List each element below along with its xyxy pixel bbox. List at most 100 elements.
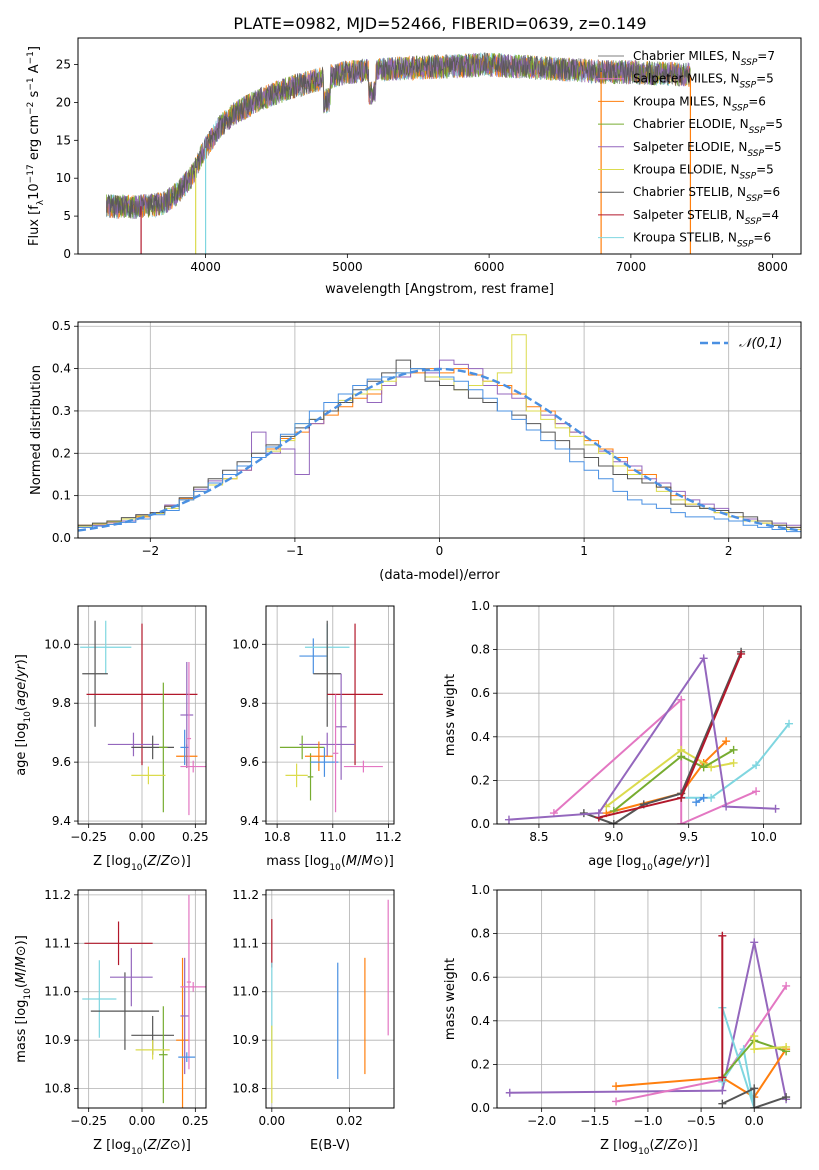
y-tick-label: 0.1 — [52, 489, 71, 503]
label-part: )] — [14, 935, 29, 945]
label-part: Z [log — [93, 1138, 131, 1153]
y-tick-label: 0.4 — [52, 362, 71, 376]
y-tick-label: 0.4 — [471, 730, 490, 744]
weight-marker — [594, 809, 603, 818]
x-tick-label: 4000 — [190, 260, 221, 274]
legend-text-part: SSP — [745, 217, 762, 227]
label-part: 10 — [131, 863, 143, 873]
legend-entry: 𝒩(0,1) — [739, 336, 782, 351]
y-tick-label: 10.8 — [44, 1082, 71, 1096]
label-part: ( — [143, 854, 148, 869]
legend-text-part: SSP — [740, 81, 757, 91]
normal-curve — [78, 367, 801, 532]
weight-line — [681, 723, 790, 799]
label-part: age [log — [14, 723, 29, 776]
label-part: s — [27, 90, 42, 101]
weight-marker — [750, 1032, 759, 1041]
y-tick-label: 9.6 — [240, 755, 259, 769]
label-part: )] — [384, 854, 394, 869]
x-tick-label: 11.2 — [375, 830, 402, 844]
label-part: wavelength [Angstrom, rest frame] — [325, 282, 554, 297]
x-tick-label: 0.00 — [129, 1114, 156, 1128]
weight-marker — [505, 1088, 514, 1097]
weight-line — [598, 653, 743, 819]
weight-marker — [677, 695, 686, 704]
weight-marker — [718, 1073, 727, 1082]
weight-line — [508, 655, 776, 821]
label-part: / — [682, 854, 687, 869]
label-part: Z — [147, 854, 158, 869]
x-tick-label: 5000 — [332, 260, 363, 274]
label-part: Flux [f — [27, 205, 42, 246]
legend-entry: Chabrier ELODIE, NSSP=5 — [633, 117, 783, 136]
x-tick-label: 2 — [725, 544, 733, 558]
x-axis-label: Z [log10(Z/Z⊙)] — [600, 1138, 698, 1157]
y-tick-label: 5 — [63, 209, 71, 223]
y-axis-label: age [log10(age/yr)] — [14, 654, 33, 776]
label-part: )] — [181, 1138, 191, 1153]
weight-line — [721, 1086, 787, 1108]
y-tick-label: 0.2 — [471, 1057, 490, 1071]
label-part: Z⊙ — [160, 1138, 181, 1153]
figure-title: PLATE=0982, MJD=52466, FIBERID=0639, z=0… — [233, 14, 646, 33]
legend-text-part: SSP — [746, 194, 763, 204]
label-part: / — [14, 677, 29, 682]
label-part: 10 — [23, 988, 33, 1000]
y-tick-label: 11.2 — [232, 888, 259, 902]
x-axis-label: wavelength [Angstrom, rest frame] — [325, 282, 554, 297]
y-tick-label: 11.0 — [44, 985, 71, 999]
weight-marker — [722, 802, 731, 811]
y-tick-label: 1.0 — [471, 599, 490, 613]
legend-entry: Salpeter STELIB, NSSP=4 — [633, 208, 779, 227]
label-part: Z [log — [600, 1138, 638, 1153]
label-part: ( — [14, 983, 29, 988]
legend-entry: Salpeter ELODIE, NSSP=5 — [633, 140, 782, 159]
y-tick-label: 10.9 — [232, 1033, 259, 1047]
legend-text-part: Chabrier ELODIE, N — [633, 117, 749, 131]
x-tick-label: −0.25 — [70, 1114, 107, 1128]
axes-frame — [265, 889, 395, 1109]
weight-marker — [718, 1086, 727, 1095]
axes-frame — [77, 605, 207, 825]
label-part: Z — [654, 1138, 665, 1153]
label-part: 10 — [641, 863, 653, 873]
axes-frame — [265, 605, 395, 825]
y-tick-label: 0.6 — [471, 686, 490, 700]
y-tick-label: 9.8 — [240, 696, 259, 710]
x-tick-label: 11.0 — [319, 830, 346, 844]
legend-text-part: SSP — [740, 172, 757, 182]
weight-marker — [722, 737, 731, 746]
legend-text-part: =5 — [765, 117, 783, 131]
weight-marker — [782, 1093, 791, 1102]
label-part: ( — [143, 1138, 148, 1153]
y-axis-label: mass weight — [443, 674, 458, 756]
y-tick-label: 10.8 — [232, 1082, 259, 1096]
legend-text-part: Kroupa ELODIE, N — [633, 163, 740, 177]
legend-text-part: Chabrier STELIB, N — [633, 185, 746, 199]
x-tick-label: −2 — [141, 544, 159, 558]
x-axis-label: Z [log10(Z/Z⊙)] — [93, 1138, 191, 1157]
label-part: / — [157, 1138, 162, 1153]
x-tick-label: 9.0 — [604, 830, 623, 844]
x-tick-label: 6000 — [474, 260, 505, 274]
y-tick-label: 0.0 — [471, 1101, 490, 1115]
legend-text-part: Salpeter MILES, N — [633, 72, 740, 86]
plot-area — [78, 334, 801, 538]
label-part: 10 — [27, 183, 42, 200]
y-tick-label: 10.0 — [44, 637, 71, 651]
label-part: mass [log — [266, 854, 329, 869]
weight-marker — [699, 654, 708, 663]
y-tick-label: 11.1 — [44, 936, 71, 950]
x-tick-label: 0.00 — [129, 830, 156, 844]
y-tick-label: 0.2 — [471, 773, 490, 787]
weight-marker — [718, 931, 727, 940]
label-part: 10 — [131, 1147, 143, 1157]
weight-marker — [612, 1082, 621, 1091]
histogram-step — [78, 368, 801, 538]
x-tick-label: 0.0 — [745, 1114, 764, 1128]
label-part: E(B-V) — [310, 1138, 350, 1153]
y-tick-label: 9.8 — [52, 696, 71, 710]
label-part: ] — [27, 46, 42, 51]
x-tick-label: 0.00 — [258, 1114, 285, 1128]
